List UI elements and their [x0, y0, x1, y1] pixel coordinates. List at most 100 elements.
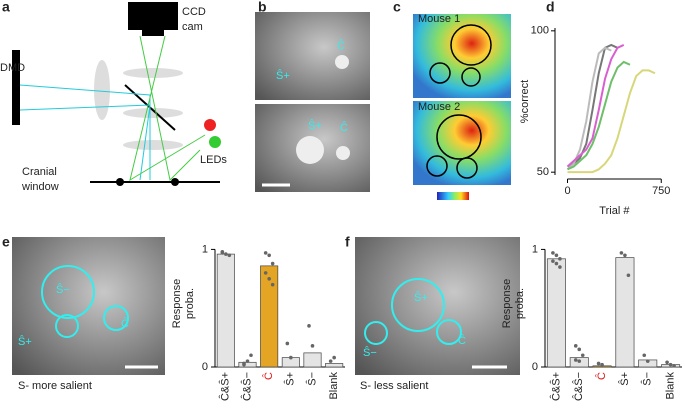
- data-point: [645, 359, 650, 363]
- x-tick-label: Ĉ&Ŝ−: [240, 372, 253, 401]
- data-point: [310, 344, 315, 348]
- y-tick-label: 0: [202, 361, 208, 373]
- bar: [325, 363, 344, 368]
- data-point: [642, 353, 647, 358]
- data-point: [285, 341, 290, 346]
- data-point: [249, 353, 253, 358]
- data-point: [263, 271, 268, 275]
- y-tick-label: 50: [537, 166, 549, 178]
- label: Cranial: [22, 166, 57, 178]
- data-point: [596, 361, 601, 366]
- panel-label: c: [393, 0, 401, 15]
- x-tick-label: Blank: [664, 372, 676, 400]
- label: cam: [182, 21, 203, 33]
- data-point: [220, 251, 225, 255]
- data-point: [270, 282, 275, 287]
- data-point: [573, 344, 578, 348]
- data-point: [270, 261, 275, 266]
- line: [566, 46, 612, 171]
- data-point: [554, 261, 559, 266]
- data-point: [263, 251, 268, 255]
- caption: S- less salient: [360, 380, 428, 392]
- data-point: [573, 358, 578, 362]
- image: [255, 12, 370, 100]
- x-tick-label: Ĉ&Ŝ−: [572, 372, 585, 401]
- data-point: [227, 253, 232, 258]
- data-point: [307, 324, 311, 328]
- bar: [303, 352, 322, 368]
- data-point: [626, 273, 631, 278]
- label: Mouse 1: [418, 13, 460, 25]
- colorbar: [437, 192, 469, 200]
- image: [355, 237, 520, 375]
- label: Ŝ+: [276, 69, 290, 82]
- label: Ŝ−: [56, 283, 70, 296]
- data-point: [289, 355, 293, 360]
- data-point: [267, 253, 271, 258]
- bar: [546, 258, 566, 368]
- data-point: [665, 360, 669, 365]
- caption: S- more salient: [18, 380, 92, 392]
- y-tick-label: 1: [202, 243, 208, 255]
- label: Ĉ: [458, 334, 466, 347]
- data-point: [672, 364, 676, 368]
- image: [12, 237, 165, 375]
- x-tick-label: Ŝ+: [284, 372, 297, 386]
- data-point: [619, 251, 624, 255]
- data-point: [224, 252, 228, 256]
- label: CCD: [182, 6, 206, 18]
- panel-label: b: [258, 0, 267, 15]
- bar: [238, 361, 257, 368]
- x-tick-label: 750: [652, 185, 670, 197]
- heatmap: [413, 101, 511, 185]
- x-tick-label: Ĉ: [595, 372, 608, 380]
- data-point: [600, 362, 604, 367]
- data-point: [551, 259, 555, 263]
- x-tick-label: Ĉ: [262, 372, 275, 380]
- label: Ĉ: [121, 317, 129, 330]
- label: Ŝ+: [18, 335, 32, 348]
- label: LEDs: [200, 154, 227, 166]
- x-tick-label: Ĉ&Ŝ+: [549, 372, 562, 401]
- x-tick-label: Ŝ−: [305, 372, 318, 386]
- data-point: [577, 359, 582, 363]
- x-tick-label: 0: [564, 185, 570, 197]
- bar: [615, 257, 635, 368]
- y-axis-label: proba.: [514, 288, 526, 319]
- data-point: [668, 362, 673, 367]
- data-point: [267, 277, 271, 281]
- data-point: [623, 253, 627, 258]
- x-tick-label: Ŝ−: [641, 372, 654, 386]
- data-point: [332, 355, 336, 360]
- data-point: [245, 359, 250, 363]
- panel-label: d: [546, 0, 555, 15]
- label: Ĉ: [340, 121, 348, 134]
- label: Mouse 2: [418, 101, 460, 113]
- x-tick-label: Blank: [328, 372, 340, 400]
- label: Ĉ: [337, 39, 345, 52]
- y-tick-label: 0: [532, 361, 538, 373]
- diagram: [12, 2, 221, 186]
- data-point: [242, 361, 246, 366]
- label: window: [21, 181, 59, 193]
- data-point: [558, 265, 562, 269]
- y-axis-label: Response: [501, 279, 513, 329]
- x-tick-label: Ĉ&Ŝ+: [219, 372, 232, 401]
- label: DMD: [0, 62, 25, 74]
- line: [567, 43, 618, 168]
- y-axis-label: proba.: [184, 288, 196, 319]
- y-tick-label: 1: [532, 243, 538, 255]
- data-point: [554, 253, 559, 258]
- data-point: [577, 347, 582, 352]
- y-axis-label: Response: [171, 279, 183, 329]
- data-point: [328, 359, 333, 363]
- data-point: [551, 251, 555, 255]
- line: [567, 69, 656, 174]
- line: [567, 60, 631, 171]
- bar: [216, 253, 235, 368]
- line: [566, 44, 625, 168]
- x-axis-label: Trial #: [599, 205, 630, 217]
- bar: [260, 265, 279, 368]
- heatmap: [413, 14, 511, 98]
